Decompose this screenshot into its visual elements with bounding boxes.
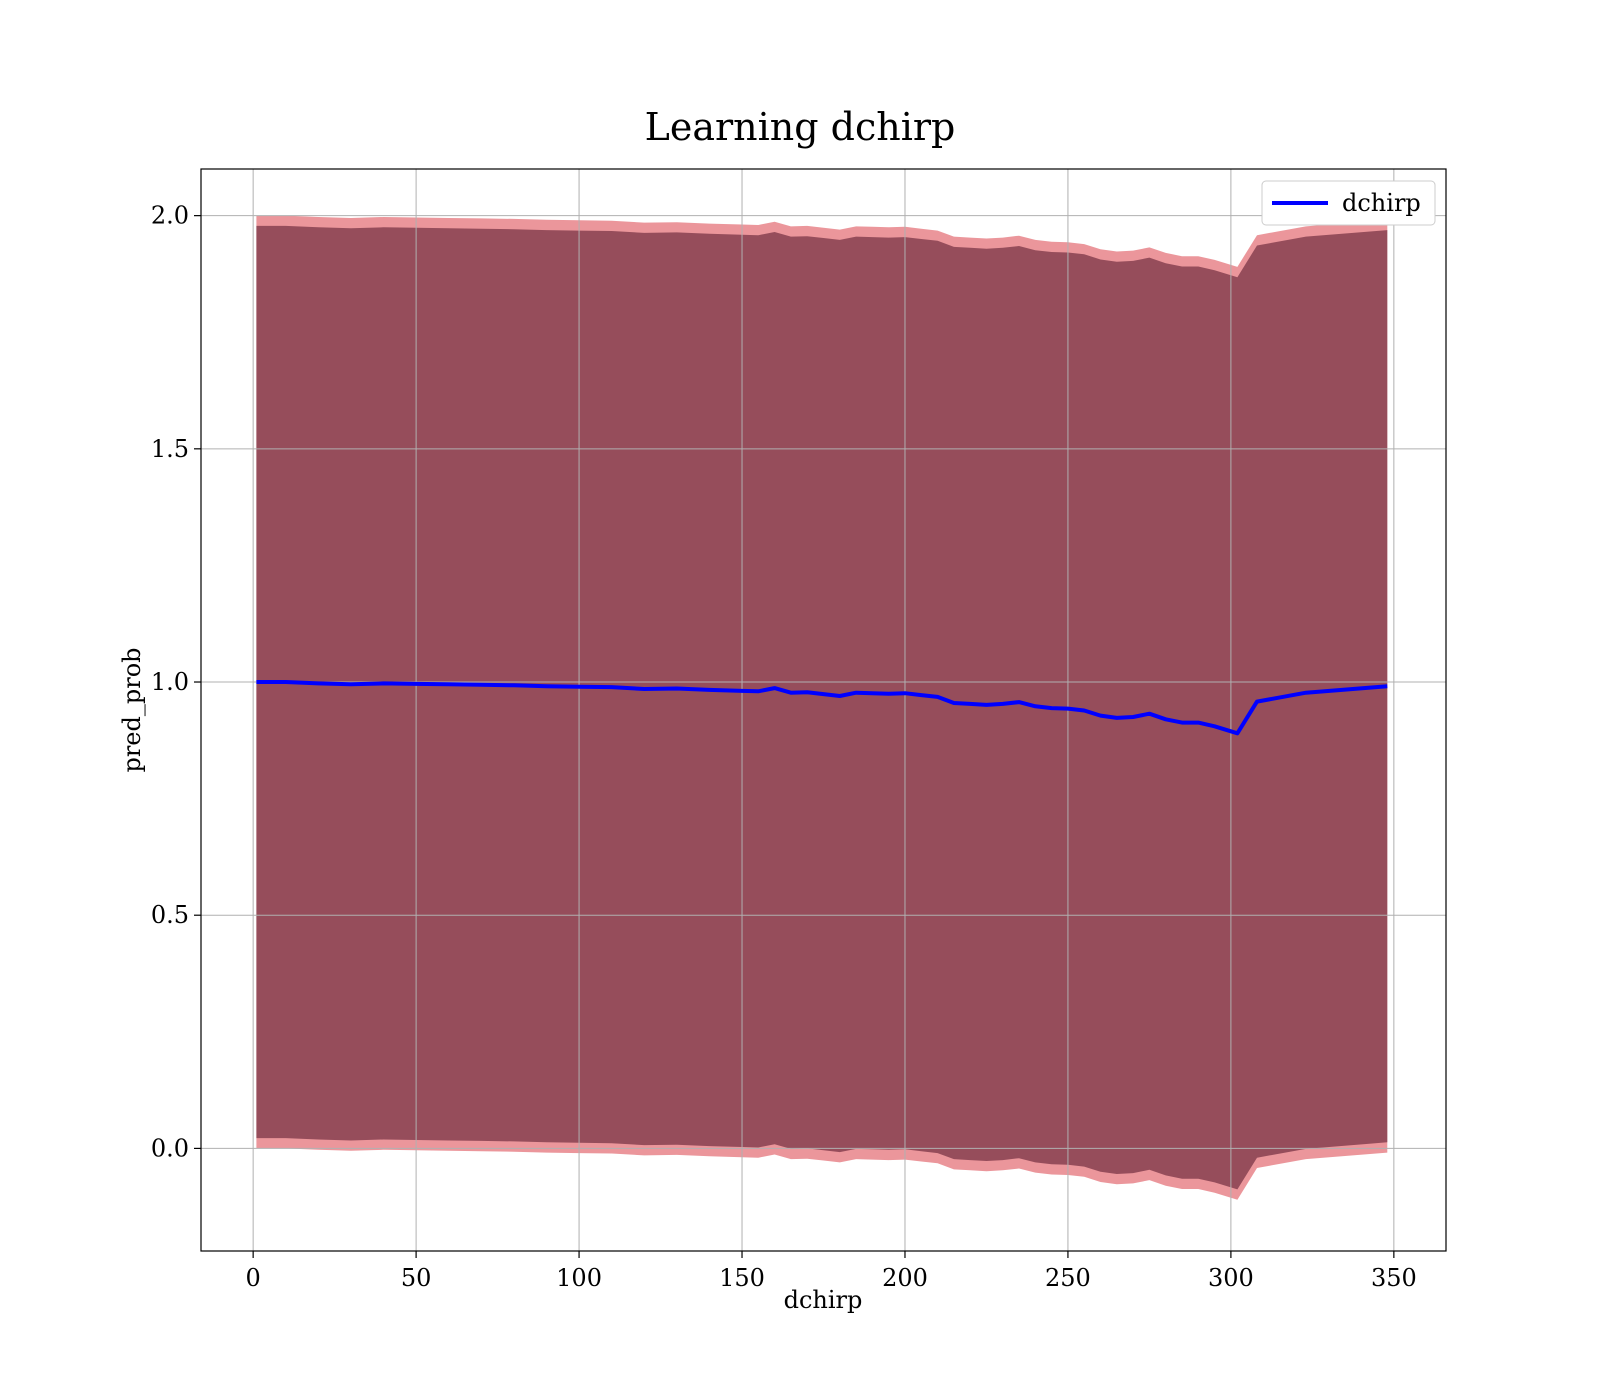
x-tick-label: 0 bbox=[246, 1264, 261, 1292]
legend-box bbox=[1261, 180, 1436, 226]
chart-title: Learning dchirp bbox=[645, 105, 956, 149]
x-tick-label: 250 bbox=[1045, 1264, 1091, 1292]
x-axis-ticks: 0 50 100 150 200 250 300 350 bbox=[246, 1251, 1417, 1292]
x-tick-label: 150 bbox=[719, 1264, 765, 1292]
plot-frame bbox=[200, 168, 1447, 1252]
uncertainty-bands bbox=[256, 215, 1388, 1200]
legend: dchirp bbox=[1261, 180, 1436, 226]
y-tick-label: 0.0 bbox=[151, 1134, 189, 1162]
x-tick-label: 100 bbox=[556, 1264, 602, 1292]
series-lines bbox=[256, 680, 1388, 736]
x-axis-label: dchirp bbox=[784, 1286, 863, 1314]
y-tick-label: 1.5 bbox=[151, 435, 189, 463]
grid-lines bbox=[201, 169, 1446, 1251]
y-tick-label: 0.5 bbox=[151, 901, 189, 929]
x-tick-label: 350 bbox=[1371, 1264, 1417, 1292]
legend-label-dchirp: dchirp bbox=[1342, 189, 1421, 217]
y-axis-ticks: 0.0 0.5 1.0 1.5 2.0 bbox=[151, 202, 201, 1162]
y-tick-label: 1.0 bbox=[151, 668, 189, 696]
x-tick-label: 300 bbox=[1208, 1264, 1254, 1292]
y-tick-label: 2.0 bbox=[151, 202, 189, 230]
series-line-dchirp bbox=[256, 680, 1388, 736]
x-tick-label: 50 bbox=[401, 1264, 432, 1292]
y-axis-label: pred_prob bbox=[118, 647, 146, 772]
band-inner bbox=[256, 225, 1388, 1190]
x-tick-label: 200 bbox=[882, 1264, 928, 1292]
